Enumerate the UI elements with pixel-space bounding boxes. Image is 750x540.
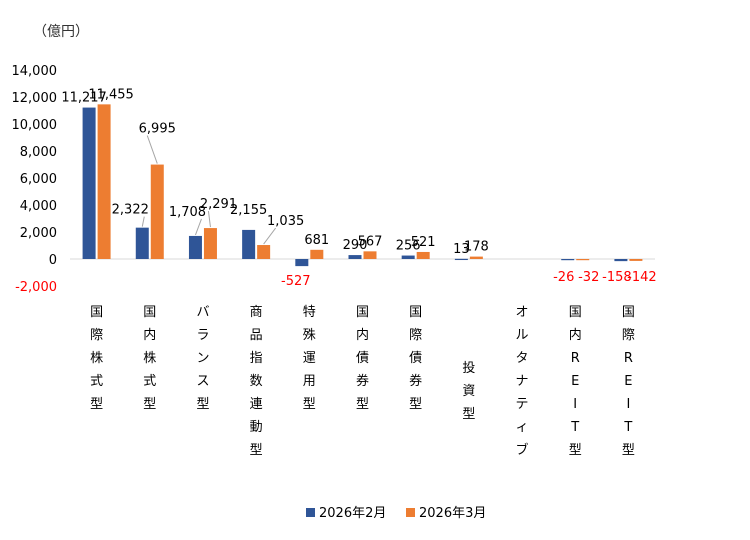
bar	[614, 259, 628, 262]
x-category-label: 国際債券型	[409, 305, 422, 412]
legend-swatch	[306, 508, 315, 517]
data-label: 11,455	[88, 87, 134, 102]
data-label: 1,035	[267, 214, 304, 229]
bar	[561, 259, 575, 261]
data-label: 178	[464, 240, 489, 255]
bar	[348, 255, 362, 259]
data-label: 1,708	[169, 205, 206, 220]
x-category-label: 投資型	[462, 360, 475, 422]
bar	[82, 107, 96, 260]
data-label: 567	[358, 234, 383, 249]
bar	[203, 228, 217, 259]
y-tick-label: -2,000	[15, 280, 57, 295]
leader-line	[207, 211, 211, 228]
legend: 2026年2月 2026年3月	[306, 506, 486, 521]
bar	[310, 249, 324, 259]
y-tick-label: 2,000	[20, 226, 57, 241]
y-tick-label: 4,000	[20, 199, 57, 214]
data-label: 290	[343, 238, 368, 253]
legend-label: 2026年2月	[319, 506, 386, 521]
label-leader-lines	[141, 135, 277, 245]
bar	[97, 104, 111, 259]
x-category-label: 国際 R E I T 型	[622, 305, 635, 458]
legend-label: 2026年3月	[419, 506, 486, 521]
x-category-label: 特殊運用型	[303, 305, 316, 412]
bar	[576, 259, 590, 261]
unit-label: （億円）	[33, 24, 89, 40]
bar	[469, 256, 483, 259]
data-label: -26	[553, 270, 574, 285]
data-label: 681	[304, 233, 329, 248]
legend-item: 2026年2月	[306, 506, 386, 521]
data-label: 521	[411, 235, 436, 250]
x-category-label: 国内債券型	[356, 305, 369, 412]
y-tick-label: 12,000	[12, 91, 58, 106]
y-tick-label: 10,000	[12, 118, 58, 133]
legend-swatch	[406, 508, 415, 517]
y-tick-label: 8,000	[20, 145, 57, 160]
y-tick-label: 6,000	[20, 172, 57, 187]
bar	[150, 164, 164, 259]
leader-line	[263, 227, 277, 245]
x-axis: 国際株式型 国内株式型 バランス型 商品指数連動型 特殊運用型 国内債券型 国際債券型投資型…	[90, 305, 635, 458]
bar	[188, 235, 202, 259]
x-category-label: 国内 R E I T 型	[569, 305, 582, 458]
bar	[629, 259, 643, 261]
data-label: 6,995	[139, 122, 176, 137]
data-label: -158	[602, 270, 632, 285]
bar	[401, 255, 415, 259]
leader-line	[194, 218, 202, 236]
bar	[416, 251, 430, 259]
data-label: 256	[396, 239, 421, 254]
x-category-label: オルタナティブ	[516, 305, 529, 458]
bar	[242, 229, 256, 259]
y-tick-label: 14,000	[12, 64, 58, 79]
data-label: 11,217	[61, 91, 107, 106]
bar	[454, 258, 468, 261]
y-axis: -2,000 0 2,000 4,000 6,000 8,000 10,000 12,000 1…	[12, 64, 58, 295]
bar	[135, 227, 149, 259]
y-tick-label: 0	[49, 253, 57, 268]
data-label: -142	[627, 270, 657, 285]
bar	[257, 245, 271, 259]
data-label: 13	[453, 242, 470, 257]
x-category-label: 商品指数連動型	[250, 305, 263, 458]
bar	[363, 251, 377, 259]
legend-item: 2026年3月	[406, 506, 486, 521]
data-label: 2,291	[200, 197, 237, 212]
bars	[82, 104, 643, 267]
bar	[295, 259, 309, 267]
leader-line	[141, 216, 145, 227]
data-label: 2,322	[112, 203, 149, 218]
data-label: 2,155	[230, 203, 267, 218]
x-category-label: 国際株式型	[90, 305, 103, 412]
x-category-label: 国内株式型	[143, 305, 156, 412]
data-label: -32	[578, 270, 599, 285]
leader-line	[146, 135, 158, 164]
data-label: -527	[281, 274, 311, 289]
x-category-label: バランス型	[196, 305, 209, 412]
